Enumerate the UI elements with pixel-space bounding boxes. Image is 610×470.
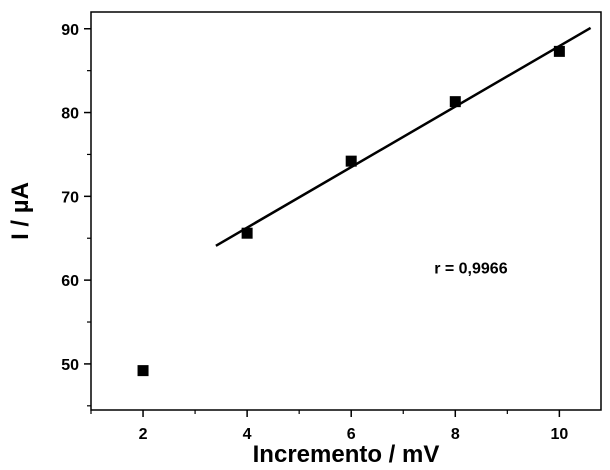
data-point [345,155,357,167]
x-tick-label: 8 [451,426,460,443]
x-tick-label: 4 [243,426,252,443]
x-tick-label: 6 [347,426,356,443]
fit-layer [215,26,592,247]
linear-fit-line [215,26,592,247]
plot-frame [90,11,602,411]
y-tick-label: 50 [61,357,79,374]
x-tick-label: 2 [139,426,148,443]
data-point [137,365,149,377]
data-point [449,96,461,108]
y-tick-label: 90 [61,22,79,39]
points-layer [137,45,565,377]
y-tick-label: 70 [61,189,79,206]
data-point [553,45,565,57]
ticks-layer [84,28,561,417]
y-tick-label: 80 [61,106,79,123]
x-tick-label: 10 [550,426,568,443]
x-axis-title: Incremento / mV [253,441,440,468]
y-axis-title: I / µA [7,182,34,240]
labels-layer: 2 4 6 8 10 50 60 70 80 90 r = 0,9966 [61,22,568,443]
data-point [241,227,253,239]
y-tick-label: 60 [61,273,79,290]
correlation-annotation: r = 0,9966 [434,261,508,278]
